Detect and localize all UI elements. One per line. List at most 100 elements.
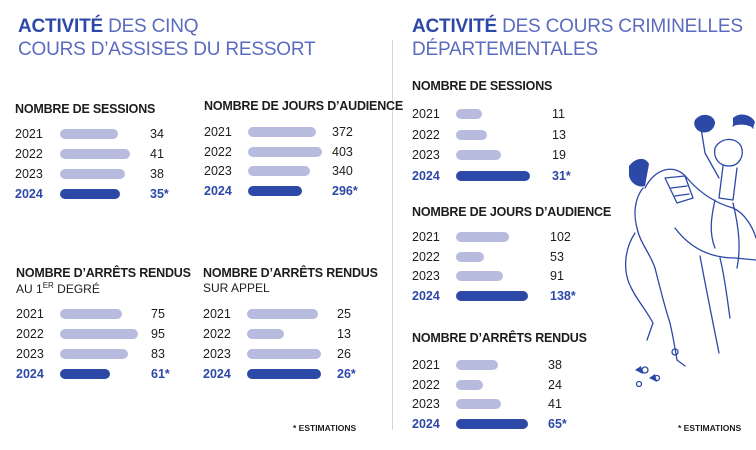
year-label: 2022: [412, 377, 440, 392]
block-title: NOMBRE DE SESSIONS: [412, 79, 553, 93]
bar-2024: [60, 189, 120, 199]
left-title-line2: COURS D’ASSISES DU RESSORT: [18, 39, 316, 60]
year-label: 2021: [412, 230, 440, 244]
year-label: 2021: [16, 307, 44, 321]
year-label: 2021: [412, 358, 440, 372]
block-title: NOMBRE DE SESSIONS: [15, 102, 156, 116]
bar-2022: [456, 129, 488, 140]
bar-2021: [456, 232, 510, 242]
bar-2021: [248, 127, 317, 137]
bar-row-2021: 2021 34: [15, 124, 190, 144]
bar-row-2021: 2021 38: [412, 355, 588, 375]
block-title: NOMBRE DE JOURS D’AUDIENCE: [204, 99, 403, 113]
year-label: 2024: [412, 416, 440, 431]
estimations-note-right: * ESTIMATIONS: [678, 423, 742, 433]
bar-2022: [456, 379, 483, 390]
year-label: 2021: [203, 307, 231, 321]
subtitle-post: DEGRÉ: [53, 282, 100, 296]
value-label: 35*: [150, 187, 169, 201]
value-label: 41: [150, 147, 164, 161]
block-title: NOMBRE DE JOURS D’AUDIENCE: [412, 205, 611, 219]
bar-2021: [456, 360, 499, 370]
year-label: 2023: [16, 347, 44, 361]
bar-row-2023: 2023 340: [204, 161, 372, 181]
value-label: 13: [552, 127, 566, 142]
value-label: 26*: [337, 367, 356, 381]
bar-row-2023: 2023 83: [16, 344, 191, 364]
value-label: 38: [548, 358, 562, 372]
bar-row-2024: 2024 35*: [15, 184, 190, 204]
arrets-first-degree-block: NOMBRE D’ARRÊTS RENDUS AU 1ER DEGRÉ 2021…: [16, 266, 191, 381]
year-label: 2024: [203, 367, 231, 381]
value-label: 41: [548, 397, 562, 411]
year-label: 2022: [412, 127, 440, 142]
bar-row-2024: 2024 31*: [412, 166, 592, 186]
value-label: 31*: [552, 168, 571, 183]
year-label: 2023: [412, 269, 440, 283]
bar-2022: [60, 329, 138, 339]
value-label: 19: [552, 148, 566, 162]
knight-illustration: [624, 114, 756, 388]
block-title: NOMBRE D’ARRÊTS RENDUS: [16, 266, 191, 280]
bar-2021: [456, 109, 483, 119]
bar-2024: [456, 290, 528, 301]
value-label: 13: [337, 327, 351, 341]
arrets-appeal-block: NOMBRE D’ARRÊTS RENDUS SUR APPEL 2021 25 2…: [203, 266, 378, 381]
year-label: 2022: [412, 249, 440, 264]
bar-2022: [456, 251, 484, 262]
bar-row-2022: 2022 13: [412, 125, 592, 145]
year-label: 2024: [16, 367, 44, 381]
bar-row-2021: 2021 25: [203, 304, 377, 324]
value-label: 75: [151, 307, 165, 321]
value-label: 24: [548, 377, 562, 392]
value-label: 83: [151, 347, 165, 361]
audience-days-ccd-block: NOMBRE DE JOURS D’AUDIENCE 2021 102 2022 53…: [412, 205, 611, 303]
bar-row-2022: 2022 403: [204, 142, 372, 162]
bar-2023: [456, 150, 502, 160]
bar-2023: [456, 271, 504, 281]
left-title: ACTIVITÉ DES CINQ COURS D’ASSISES DU RES…: [18, 15, 316, 61]
bar-2022: [247, 329, 284, 339]
value-label: 38: [150, 167, 164, 181]
value-label: 25: [337, 307, 351, 321]
year-label: 2021: [204, 125, 232, 139]
year-label: 2022: [203, 327, 231, 341]
right-title: ACTIVITÉ DES COURS CRIMINELLES DÉPARTEME…: [412, 15, 743, 61]
value-label: 65*: [548, 416, 567, 431]
bar-2024: [248, 185, 303, 196]
year-label: 2022: [204, 144, 232, 159]
bar-row-2021: 2021 75: [16, 304, 191, 324]
arrets-ccd-block: NOMBRE D’ARRÊTS RENDUS 2021 38 2022 24 2023 4…: [412, 331, 587, 431]
bar-2022: [248, 146, 322, 157]
year-label: 2023: [15, 167, 43, 181]
value-label: 26: [337, 347, 351, 361]
bar-row-2023: 2023 91: [412, 266, 590, 286]
bar-row-2023: 2023 38: [15, 164, 190, 184]
year-label: 2021: [412, 107, 440, 121]
year-label: 2024: [15, 187, 43, 201]
block-title: NOMBRE D’ARRÊTS RENDUS: [203, 266, 378, 280]
year-label: 2022: [15, 147, 43, 161]
value-label: 61*: [151, 367, 170, 381]
bar-2023: [456, 399, 502, 409]
year-label: 2024: [204, 183, 232, 198]
subtitle-pre: AU 1: [16, 282, 43, 296]
value-label: 34: [150, 127, 164, 141]
value-label: 138*: [550, 288, 576, 303]
bar-row-2024: 2024 138*: [412, 286, 590, 306]
bar-2021: [247, 309, 319, 319]
bar-row-2024: 2024 26*: [203, 364, 377, 384]
bar-2021: [60, 129, 119, 139]
bar-2024: [60, 369, 111, 379]
left-title-bold: ACTIVITÉ: [18, 16, 103, 37]
value-label: 91: [550, 269, 564, 283]
bar-row-2021: 2021 102: [412, 227, 590, 247]
value-label: 102: [550, 230, 571, 244]
bar-2024: [247, 369, 321, 379]
audience-days-assises-block: NOMBRE DE JOURS D’AUDIENCE 2021 372 2022 40…: [204, 99, 403, 198]
bar-row-2022: 2022 95: [16, 324, 191, 344]
year-label: 2023: [412, 397, 440, 411]
year-label: 2021: [15, 127, 43, 141]
year-label: 2024: [412, 168, 440, 183]
bar-row-2023: 2023 41: [412, 394, 588, 414]
